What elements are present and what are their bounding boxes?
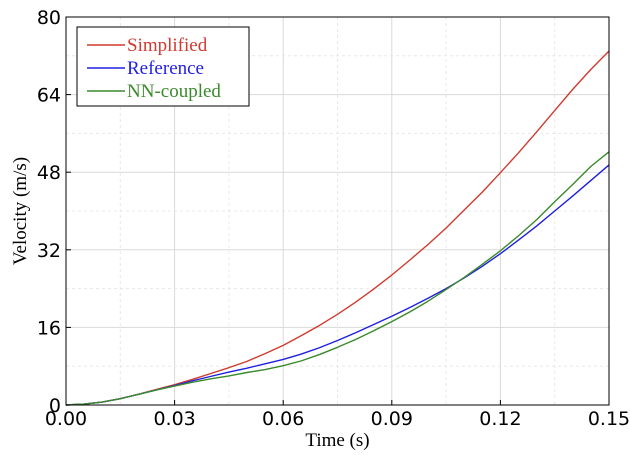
y-axis-label: Velocity (m/s): [10, 157, 31, 265]
legend-label: Simplified: [127, 35, 208, 56]
y-tick-label: 48: [37, 162, 61, 184]
x-tick-label: 0.03: [153, 408, 195, 430]
y-tick-label: 32: [37, 240, 61, 262]
y-tick-label: 80: [37, 7, 61, 29]
y-tick-label: 16: [37, 317, 61, 339]
y-tick-label: 0: [49, 395, 61, 417]
y-tick-label: 64: [37, 85, 61, 107]
series-line-reference: [65, 164, 610, 406]
legend-label: Reference: [127, 58, 204, 79]
plot-area-frame: [65, 16, 610, 406]
x-tick-label: 0.00: [45, 408, 87, 430]
x-tick-label: 0.15: [588, 408, 630, 430]
x-axis-label: Time (s): [305, 430, 369, 451]
axis-ticks: 0.00 0.03 0.06 0.09 0.12 0.15 0 16 32 48 64 80: [37, 7, 630, 430]
x-tick-label: 0.06: [262, 408, 304, 430]
x-tick-label: 0.12: [479, 408, 521, 430]
legend-box: [76, 26, 250, 107]
x-tick-label: 0.09: [371, 408, 413, 430]
series-lines: [65, 50, 610, 406]
legend-label: NN-coupled: [127, 81, 221, 102]
series-line-nn-coupled: [65, 151, 610, 406]
